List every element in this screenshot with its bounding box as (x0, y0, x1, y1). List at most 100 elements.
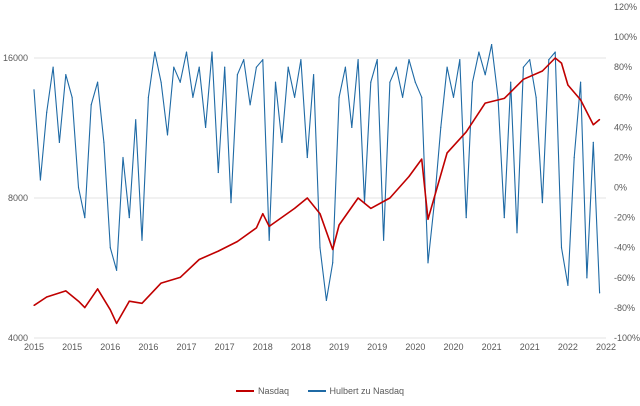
data-point (313, 74, 315, 76)
data-point (351, 126, 353, 128)
data-point (560, 62, 563, 64)
data-point (243, 59, 245, 61)
x-tick-label: 2020 (443, 342, 463, 352)
data-point (548, 59, 550, 61)
data-point (370, 81, 372, 83)
left-axis: 16000 8000 4000 (3, 53, 28, 343)
x-tick-label: 2018 (253, 342, 273, 352)
x-tick-label: 2016 (100, 342, 120, 352)
data-point (116, 269, 118, 271)
data-point (421, 96, 423, 98)
data-point (84, 217, 86, 219)
data-point (46, 111, 48, 113)
x-tick-label: 2017 (177, 342, 197, 352)
data-point (338, 224, 340, 226)
data-point (319, 213, 321, 215)
data-point (287, 66, 289, 68)
data-point (141, 302, 143, 304)
data-point (484, 74, 486, 76)
data-point (160, 81, 162, 83)
data-point (268, 239, 270, 241)
data-point (166, 134, 169, 136)
data-point (357, 197, 359, 199)
data-point (427, 262, 429, 264)
x-tick-label: 2017 (215, 342, 235, 352)
data-point (255, 66, 257, 68)
data-point (586, 277, 588, 279)
series-layer (33, 44, 601, 325)
data-point (465, 131, 467, 133)
right-tick-label: 100% (614, 32, 637, 42)
data-point (573, 156, 575, 159)
data-point (198, 66, 200, 68)
data-point (147, 96, 149, 98)
data-point (516, 232, 518, 234)
data-point (414, 81, 416, 83)
data-point (179, 276, 181, 278)
data-point (84, 307, 86, 309)
data-point (230, 202, 232, 204)
data-point (599, 118, 601, 121)
data-point (249, 104, 251, 106)
data-point (39, 179, 42, 181)
data-point (529, 59, 531, 61)
x-tick-label: 2019 (367, 342, 387, 352)
data-point (294, 96, 296, 98)
data-point (389, 197, 391, 199)
data-point (179, 81, 181, 83)
data-point (370, 207, 372, 209)
x-tick-label: 2015 (24, 342, 44, 352)
data-point (205, 126, 207, 128)
data-point (484, 102, 486, 104)
data-point (446, 66, 448, 68)
data-point (554, 51, 556, 53)
data-point (383, 239, 385, 241)
right-axis: 120% 100% 80% 60% 40% 20% 0% -20% -40% -60% -80% -1… (614, 2, 640, 343)
right-tick-label: -100% (614, 333, 640, 343)
data-point (97, 288, 99, 290)
x-tick-label: 2018 (291, 342, 311, 352)
data-point (541, 70, 544, 72)
data-point (408, 175, 410, 178)
right-tick-label: -60% (614, 273, 635, 283)
data-point (560, 247, 563, 249)
data-point (294, 207, 296, 209)
data-point (109, 309, 111, 311)
data-point (580, 81, 582, 83)
data-point (71, 96, 73, 98)
series-nasdaq (33, 57, 601, 325)
data-point (192, 96, 194, 98)
data-point (198, 258, 200, 261)
data-point (211, 51, 213, 53)
data-point (402, 96, 404, 98)
legend-swatch-nasdaq (235, 390, 254, 392)
x-axis: 2015 2015 2016 2016 2017 2017 2018 2018 2019 2019… (24, 342, 616, 352)
data-point (503, 97, 505, 99)
data-point (452, 96, 455, 98)
x-tick-label: 2021 (520, 342, 540, 352)
data-point (90, 104, 92, 106)
data-point (128, 217, 130, 219)
x-tick-label: 2016 (138, 342, 158, 352)
data-point (306, 197, 308, 199)
data-point (446, 152, 448, 154)
data-point (217, 171, 219, 174)
data-point (46, 296, 48, 298)
data-point (281, 141, 283, 143)
right-tick-label: 80% (614, 62, 632, 72)
legend-swatch-hulbert (307, 390, 326, 392)
data-point (154, 51, 156, 53)
data-point (357, 59, 359, 61)
data-point (109, 247, 111, 249)
data-point (478, 51, 480, 53)
grid (34, 57, 606, 339)
data-point (128, 300, 130, 302)
data-point (77, 186, 80, 189)
data-point (65, 290, 67, 292)
data-point (77, 300, 80, 302)
data-point (491, 44, 493, 46)
x-tick-label: 2015 (62, 342, 82, 352)
data-point (52, 66, 54, 68)
right-tick-label: -40% (614, 243, 635, 253)
